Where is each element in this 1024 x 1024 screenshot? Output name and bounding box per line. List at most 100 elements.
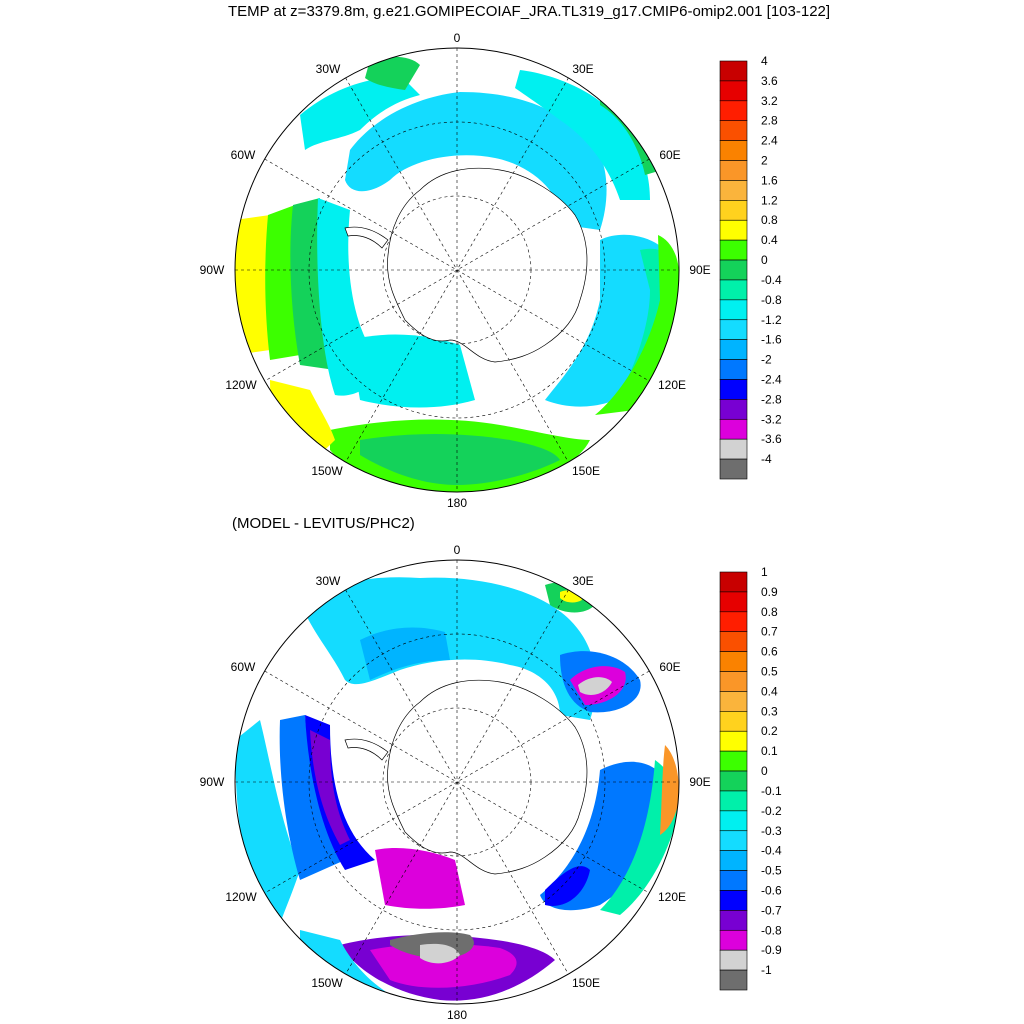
region-atlantic-teal <box>300 75 420 150</box>
colorbar-swatch <box>719 790 748 812</box>
longitude-labels: 0 30E 60E 90E 120E 150E 180 150W 120W 90… <box>200 31 711 510</box>
colorbar-swatch <box>719 279 748 301</box>
lon-label: 180 <box>447 496 467 510</box>
colorbar-swatch <box>719 200 748 221</box>
map-panel-temperature: 0 30E 60E 90E 120E 150E 180 150W 120W 90… <box>200 31 782 510</box>
colorbar-tick-label: 2 <box>761 154 768 168</box>
graticule <box>235 560 679 1004</box>
colorbar-swatch <box>719 691 748 712</box>
region-pacific-cyan-south <box>300 930 400 1000</box>
colorbar-swatch <box>719 80 748 102</box>
lon-label: 60W <box>231 660 256 674</box>
colorbar-tick-label: 0.8 <box>761 605 778 619</box>
colorbar-tick-label: 0.2 <box>761 724 778 738</box>
region-indian-gray <box>578 677 612 695</box>
region-pacific-teal-south <box>360 434 560 485</box>
colorbar-swatch <box>719 830 748 851</box>
colorbar-tick-label: -0.6 <box>761 883 782 897</box>
colorbar-swatch <box>719 319 748 340</box>
colorbar-tick-label: 0.7 <box>761 625 778 639</box>
colorbar-tick-label: 3.6 <box>761 74 778 88</box>
region-pacific-cyan <box>350 334 475 408</box>
colorbar-tick-label: 1 <box>761 565 768 579</box>
colorbar-swatch <box>719 969 748 991</box>
colorbar-swatch <box>719 631 748 652</box>
lon-label: 90W <box>200 775 225 789</box>
colorbar-swatch <box>719 100 748 122</box>
colorbar-swatch <box>719 929 748 951</box>
colorbar-swatch <box>719 730 748 752</box>
lon-label: 30E <box>572 574 593 588</box>
region-atlantic-green <box>365 56 420 90</box>
colorbar-tick-label: 1.2 <box>761 193 778 207</box>
colorbar-swatch <box>719 438 748 460</box>
colorbar-swatch <box>719 591 748 613</box>
region-sepacific-blue <box>279 715 345 880</box>
region-pacific-magenta-south <box>370 943 517 988</box>
lon-label: 150E <box>572 464 600 478</box>
colorbar-tick-label: -0.2 <box>761 804 782 818</box>
lon-label: 60W <box>231 148 256 162</box>
lon-label: 90W <box>200 263 225 277</box>
colorbar-tick-label: -0.7 <box>761 903 782 917</box>
colorbar-temperature: 4 3.6 3.2 2.8 2.4 2 1.6 1.2 0.8 0.4 0 -0.4 -0.8 -1.2 -… <box>719 54 782 480</box>
colorbar-tick-label: -1.6 <box>761 333 782 347</box>
region-atlantic-cyan <box>300 577 596 720</box>
colorbar-swatch <box>719 949 748 971</box>
colorbar-swatch <box>719 120 748 141</box>
colorbar-swatch <box>719 671 748 692</box>
colorbar-swatch <box>719 711 748 732</box>
region-indian-east-cyan <box>515 70 650 200</box>
colorbar-tick-label: -0.4 <box>761 273 782 287</box>
colorbar-tick-label: 3.2 <box>761 94 778 108</box>
colorbar-tick-label: -1.2 <box>761 313 782 327</box>
colorbar-swatch <box>719 299 748 321</box>
lon-label: 60E <box>659 148 680 162</box>
colorbar-tick-label: 0 <box>761 764 768 778</box>
colorbar-swatch <box>719 458 748 480</box>
lon-label: 120E <box>658 890 686 904</box>
colorbar-swatch <box>719 339 748 360</box>
lon-label: 120W <box>225 890 257 904</box>
map-panel-difference: 0 30E 60E 90E 120E 150E 180 150W 120W 90… <box>200 543 782 1022</box>
colorbar-tick-label: -2 <box>761 353 772 367</box>
colorbar-tick-label: 2.8 <box>761 114 778 128</box>
antarctic-peninsula <box>344 738 389 761</box>
lon-label: 60E <box>659 660 680 674</box>
antarctica-landmass <box>387 167 588 363</box>
region-atlantic-blue <box>360 627 450 680</box>
lon-label: 180 <box>447 1008 467 1022</box>
colorbar-swatch <box>719 571 748 593</box>
colorbar-swatch <box>719 399 748 420</box>
colorbar-tick-label: -0.4 <box>761 844 782 858</box>
colorbar-tick-label: -0.1 <box>761 784 782 798</box>
region-atlantic-cyan <box>345 92 607 230</box>
colorbar-swatch <box>719 239 748 261</box>
region-pacific-magenta <box>375 848 465 909</box>
colorbar-tick-label: -2.8 <box>761 392 782 406</box>
colorbar-tick-label: 0.1 <box>761 744 778 758</box>
lon-label: 0 <box>454 31 461 45</box>
colorbar-tick-label: 0.6 <box>761 645 778 659</box>
colorbar-tick-label: 0.3 <box>761 704 778 718</box>
colorbar-swatch <box>719 418 748 440</box>
colorbar-tick-label: 2.4 <box>761 134 778 148</box>
region-sepacific-yellow <box>235 215 270 355</box>
lon-label: 30W <box>316 62 341 76</box>
colorbar-swatch <box>719 870 748 891</box>
colorbar-tick-label: 0.4 <box>761 684 778 698</box>
colorbar-swatch <box>719 140 748 161</box>
colorbar-tick-label: -3.2 <box>761 412 782 426</box>
chart-subtitle: (MODEL - LEVITUS/PHC2) <box>232 515 415 532</box>
region-sepacific-purple <box>310 730 350 845</box>
colorbar-swatch <box>719 359 748 380</box>
lon-label: 150W <box>311 976 343 990</box>
lon-label: 0 <box>454 543 461 557</box>
region-indian-margin-orange <box>660 745 679 835</box>
region-indian-east-navy <box>545 866 590 906</box>
lon-label: 120E <box>658 378 686 392</box>
colorbar-swatch <box>719 379 748 400</box>
longitude-labels: 0 30E 60E 90E 120E 150E 180 150W 120W 90… <box>200 543 711 1022</box>
colorbar-swatch <box>719 160 748 181</box>
colorbar-tick-label: -0.8 <box>761 293 782 307</box>
